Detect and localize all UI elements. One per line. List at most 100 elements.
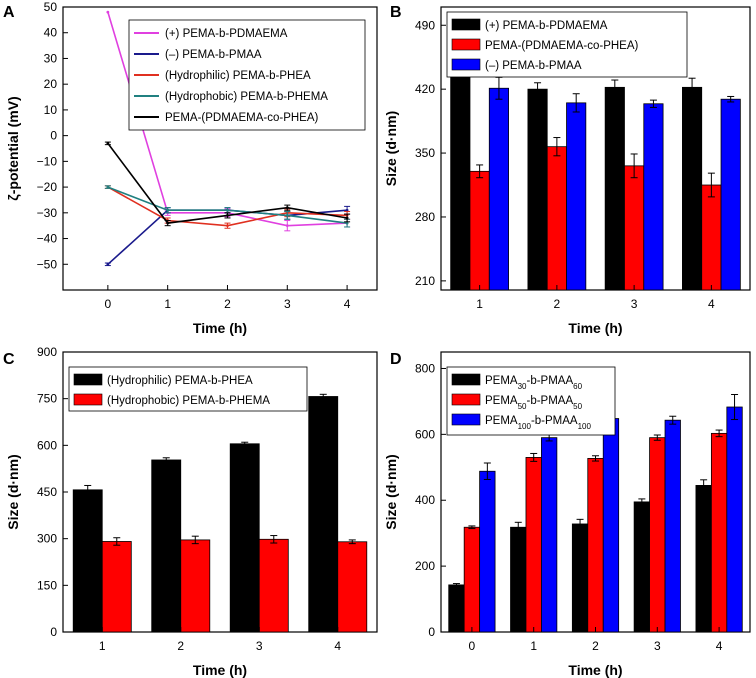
x-axis-label: Time (h) [568,320,622,336]
bar [541,437,558,633]
bar [463,526,481,633]
series-line [107,186,348,227]
bar [72,489,103,633]
bar [604,86,625,291]
legend-label: PEMA100-b-PMAA100 [485,415,592,431]
x-tick-label: 4 [716,639,723,653]
legend-label: (Hydrophilic) PEMA-b-PHEA [165,70,311,82]
legend-label: (–) PEMA-b-PMAA [485,60,582,72]
y-axis-label: Size (d·nm) [383,111,399,186]
legend-box [68,366,308,412]
bar [710,432,728,633]
data-point [226,208,229,212]
bar [488,87,509,291]
y-tick-label: −50 [37,257,58,271]
y-tick-label: 20 [44,77,58,91]
x-tick-label: 1 [476,297,483,311]
bar [101,541,132,633]
y-tick-label: 300 [37,532,57,546]
x-tick-label: 3 [256,639,263,653]
y-tick-label: 150 [37,578,57,592]
data-point [345,208,349,212]
panel-label-D: D [390,351,402,368]
legend-label: PEMA30-b-PMAA60 [485,375,583,391]
bar [726,406,743,633]
bar [587,457,604,633]
y-axis-label: Size (d·nm) [5,454,21,529]
y-tick-label: 400 [415,493,435,507]
y-tick-label: 0 [428,625,435,639]
y-tick-label: 800 [415,361,435,375]
bar [469,170,490,291]
y-tick-label: 40 [44,26,58,40]
bar [525,457,542,633]
x-tick-label: 0 [469,639,476,653]
plot-frame-B [440,6,751,291]
panel-B: B 210 280 350 420 490 Size (d·nm) Time (h) 1 2 3 4 (… [383,4,751,336]
bar [337,541,368,633]
y-tick-label: 450 [37,485,57,499]
bar [229,443,260,633]
bar [180,539,211,633]
y-tick-label: 490 [415,18,435,32]
bar [566,102,587,291]
bar [720,98,741,291]
x-tick-label: 2 [224,297,231,311]
x-tick-label: 3 [284,297,291,311]
x-axis-label: Time (h) [568,662,622,678]
legend-swatch [451,38,481,51]
data-point [345,221,349,225]
panel-label-C: C [3,351,15,368]
legend-swatch [451,373,481,386]
panel-label-B: B [390,4,402,21]
y-tick-label: 210 [415,274,435,288]
bar [527,88,548,291]
x-tick-label: 2 [592,639,599,653]
legend-label: PEMA50-b-PMAA50 [485,395,583,411]
legend-label: (Hydrophobic) PEMA-b-PHEMA [165,91,328,103]
data-point [285,213,289,217]
x-axis-label: Time (h) [193,662,247,678]
x-tick-label: 1 [99,639,106,653]
y-tick-label: 30 [44,51,58,65]
data-point [166,221,170,225]
legend-label: (+) PEMA-b-PDMAEMA [485,20,608,32]
legend-swatch [451,413,481,426]
data-point [226,224,229,228]
legend-label: (Hydrophobic) PEMA-b-PHEMA [107,395,270,407]
x-tick-label: 4 [334,639,341,653]
legend-swatch [73,373,103,386]
legend-box [446,11,688,78]
x-tick-label: 1 [530,639,537,653]
y-tick-label: 750 [37,392,57,406]
x-tick-label: 1 [164,297,171,311]
legend-label: PEMA-(PDMAEMA-co-PHEA) [485,40,639,52]
legend-swatch [451,18,481,31]
bars [72,396,368,633]
y-tick-label: 280 [415,210,435,224]
y-tick-label: 350 [415,146,435,160]
bar [633,501,650,633]
x-tick-label: 4 [344,297,351,311]
y-tick-label: 600 [415,427,435,441]
bar [602,418,620,633]
y-tick-label: −30 [37,206,58,220]
y-tick-label: 600 [37,438,57,452]
bar [695,485,712,633]
bars [448,406,743,633]
x-tick-label: 4 [708,297,715,311]
legend-label: (+) PEMA-b-PDMAEMA [165,28,288,40]
y-tick-label: 900 [37,345,57,359]
y-tick-label: 50 [44,0,58,14]
x-tick-label: 2 [554,297,561,311]
bar [258,538,289,633]
legend-swatch [451,393,481,406]
legend-label: (–) PEMA-b-PMAA [165,49,262,61]
data-point [106,185,110,189]
bar [701,184,722,291]
bar [510,526,527,633]
x-tick-label: 3 [654,639,661,653]
data-point [106,141,110,145]
